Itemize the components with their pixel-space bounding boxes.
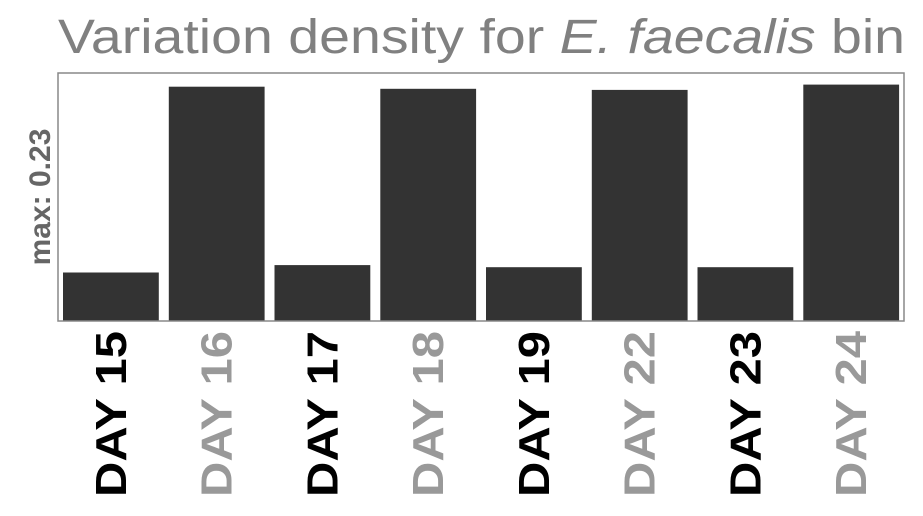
bar-day-22 — [591, 89, 688, 322]
y-axis-label: max: 0.23 — [24, 129, 57, 266]
x-tick-label: DAY 24 — [827, 330, 876, 497]
chart-title-prefix: Variation density for — [58, 11, 560, 64]
x-tick-label: DAY 23 — [721, 331, 770, 497]
bar-day-19 — [486, 267, 582, 321]
x-tick-label: DAY 15 — [87, 331, 136, 497]
x-tick-label: DAY 19 — [510, 331, 559, 497]
x-tick-label: DAY 18 — [404, 331, 453, 497]
chart-title-italic: E. faecalis — [560, 11, 816, 64]
chart-title-suffix: bin — [816, 11, 905, 64]
bar-day-24 — [803, 84, 900, 321]
bar-day-16 — [168, 86, 265, 321]
x-tick-label: DAY 16 — [193, 331, 242, 497]
chart-title: Variation density for E. faecalis bin — [58, 11, 905, 64]
x-tick-labels: DAY 15 DAY 16 DAY 17 DAY 18 DAY 19 DAY 22 DAY … — [87, 330, 876, 497]
bar-day-15 — [63, 272, 159, 321]
bar-day-23 — [697, 267, 794, 321]
bar-day-18 — [380, 88, 477, 321]
x-tick-label: DAY 17 — [298, 331, 347, 497]
bars-group — [63, 84, 900, 322]
plot-frame — [57, 72, 905, 322]
x-tick-label: DAY 22 — [616, 331, 665, 497]
bar-day-17 — [274, 265, 371, 321]
